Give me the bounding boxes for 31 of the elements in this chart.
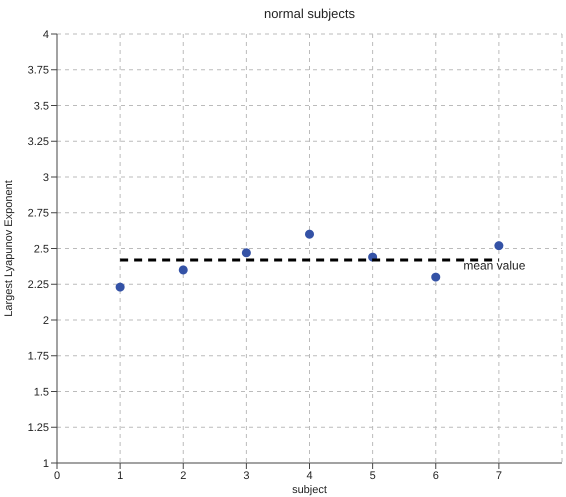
point xyxy=(494,241,504,250)
y-tick-label: 4 xyxy=(42,28,49,41)
y-tick-label: 1.25 xyxy=(28,422,49,434)
point xyxy=(304,230,314,239)
point xyxy=(431,272,440,282)
y-tick-label: 2.5 xyxy=(34,243,49,256)
x-tick-label: 3 xyxy=(243,470,250,482)
series-label: mean value xyxy=(463,258,526,272)
point xyxy=(116,282,125,292)
x-tick-label: 4 xyxy=(306,470,313,482)
y-tick-label: 1 xyxy=(42,458,49,470)
point xyxy=(178,265,188,274)
x-tick-label: 7 xyxy=(496,470,502,482)
x-tick-label: 5 xyxy=(370,470,376,482)
x-tick-label: 1 xyxy=(117,470,124,482)
point xyxy=(242,248,251,258)
x-axis-title: subject xyxy=(292,484,327,496)
y-tick-label: 2 xyxy=(42,314,49,327)
y-tick-label: 2.75 xyxy=(28,208,49,220)
x-tick-label: 0 xyxy=(54,470,60,482)
y-tick-label: 3.25 xyxy=(28,136,49,148)
y-tick-label: 1.75 xyxy=(28,350,49,363)
y-tick-label: 2.25 xyxy=(28,279,49,292)
x-tick-label: 6 xyxy=(432,470,439,482)
x-tick-label: 2 xyxy=(180,470,186,482)
y-tick-label: 1.5 xyxy=(34,386,49,398)
y-axis-title: Largest Lyapunov Exponent xyxy=(2,180,15,317)
chart-title: normal subjects xyxy=(262,6,356,21)
y-tick-label: 3.5 xyxy=(34,100,49,112)
y-tick-label: 3.75 xyxy=(28,64,49,77)
y-tick-label: 3 xyxy=(42,172,49,184)
